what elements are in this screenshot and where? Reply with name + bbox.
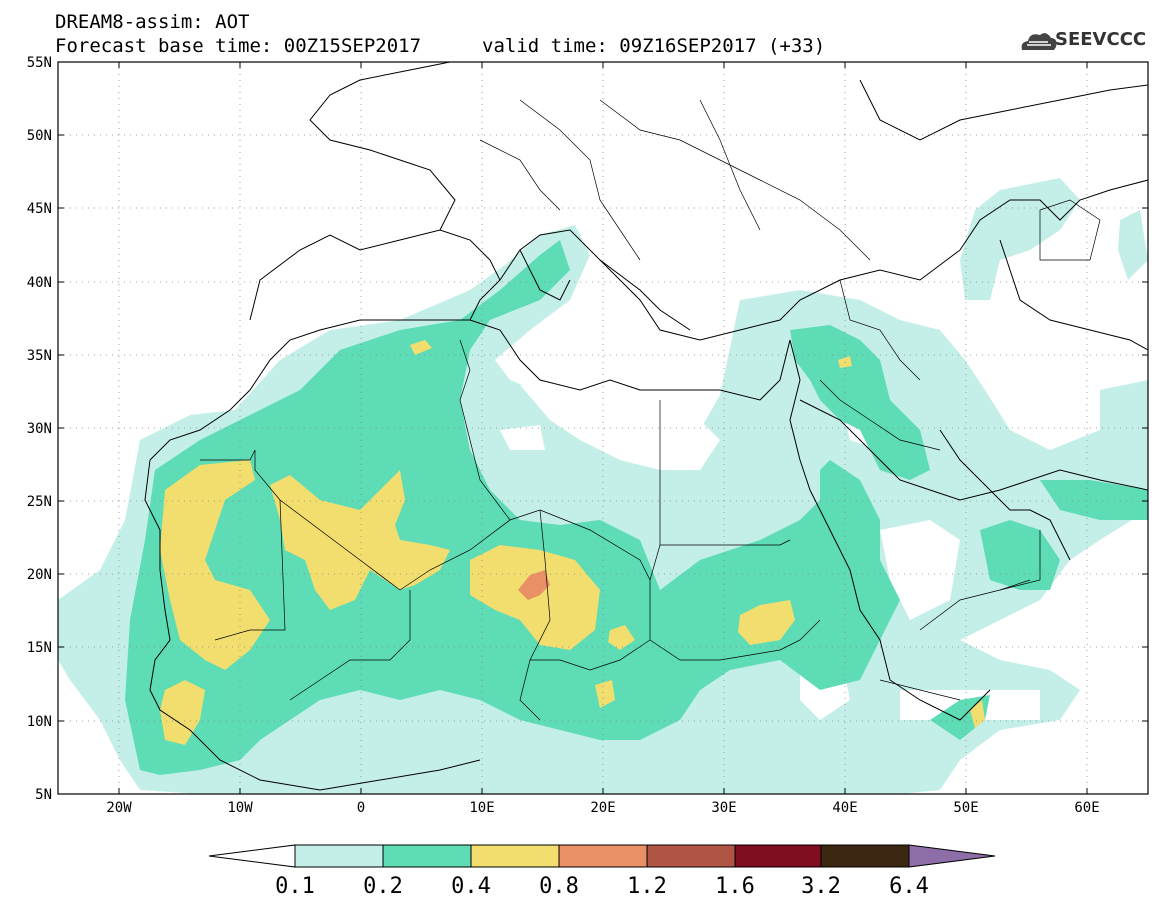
valid-time: valid time: 09Z16SEP2017 (+33) [482,35,826,57]
colorbar-labels: 0.1 0.2 0.4 0.8 1.2 1.6 3.2 6.4 [275,874,929,899]
colorbar-segment [558,844,648,868]
lon-label: 20E [590,800,615,816]
lon-label: 60E [1074,800,1099,816]
aot-clear-area [880,520,960,620]
lon-label: 20W [106,800,132,816]
colorbar-under-triangle [208,844,296,868]
colorbar-over-triangle [908,844,996,868]
lat-label: 30N [27,421,52,437]
colorbar-tick: 0.1 [275,874,315,899]
map-graticule [58,62,1148,794]
lat-label: 55N [27,55,52,71]
colorbar-segment [646,844,736,868]
lon-label: 10W [227,800,253,816]
colorbar-segment [382,844,472,868]
lon-axis [118,62,1088,794]
lat-label: 20N [27,567,52,583]
colorbar-tick: 6.4 [889,874,929,899]
lon-label: 50E [953,800,978,816]
aot-level-0.4 [270,470,450,610]
aot-level-0.4 [608,625,635,650]
aot-level-0.2 [1040,480,1148,520]
lat-axis [58,61,1148,722]
colorbar-tick: 3.2 [801,874,841,899]
aot-clear-area [500,425,545,450]
aot-level-0.4 [595,680,615,708]
lat-label: 25N [27,494,52,510]
colorbar-tick: 1.6 [715,874,755,899]
forecast-base-time: Forecast base time: 00Z15SEP2017 [55,35,422,57]
colorbar-tick: 0.2 [363,874,403,899]
colorbar-segment [820,844,910,868]
country-borders [200,99,1101,721]
aot-level-0.4 [160,680,205,745]
colorbar-segment [294,844,384,868]
lon-label: 40E [832,800,857,816]
lat-label: 35N [27,348,52,364]
lat-label: 40N [27,275,52,291]
map-title: DREAM8-assim: AOT [55,11,250,33]
aot-level-0.1 [1118,210,1148,280]
aot-level-0.4 [470,545,600,650]
seevccc-logo-text: SEEVCCC [1055,29,1147,50]
colorbar-tick: 1.2 [627,874,667,899]
colorbar-segment [470,844,560,868]
colorbar [208,844,996,868]
aot-level-0.4 [160,460,270,670]
coastlines [144,62,1148,791]
lon-labels: 20W 10W 0 10E 20E 30E 40E 50E 60E [106,800,1099,816]
aot-level-0.4 [410,340,432,355]
colorbar-tick: 0.4 [451,874,491,899]
aot-clear-area [520,385,720,470]
aot-level-0.2 [790,325,930,480]
colorbar-segment [734,844,822,868]
lon-label: 10E [469,800,494,816]
lat-label: 10N [27,714,52,730]
lat-label: 15N [27,640,52,656]
aot-level-0.8 [518,570,550,600]
lat-label: 5N [35,787,52,803]
lat-label: 45N [27,201,52,217]
lon-label: 0 [357,800,365,816]
aot-contours [58,178,1148,794]
aot-level-0.4 [738,600,795,645]
aot-level-0.2 [125,240,900,775]
lat-label: 50N [27,128,52,144]
aot-level-0.1 [960,178,1080,300]
lat-labels: 55N 50N 45N 40N 35N 30N 25N 20N 15N 10N … [27,55,52,803]
lon-label: 30E [711,800,736,816]
colorbar-tick: 0.8 [539,874,579,899]
aot-level-0.4 [970,700,985,728]
cloud-logo-icon [1021,33,1057,50]
